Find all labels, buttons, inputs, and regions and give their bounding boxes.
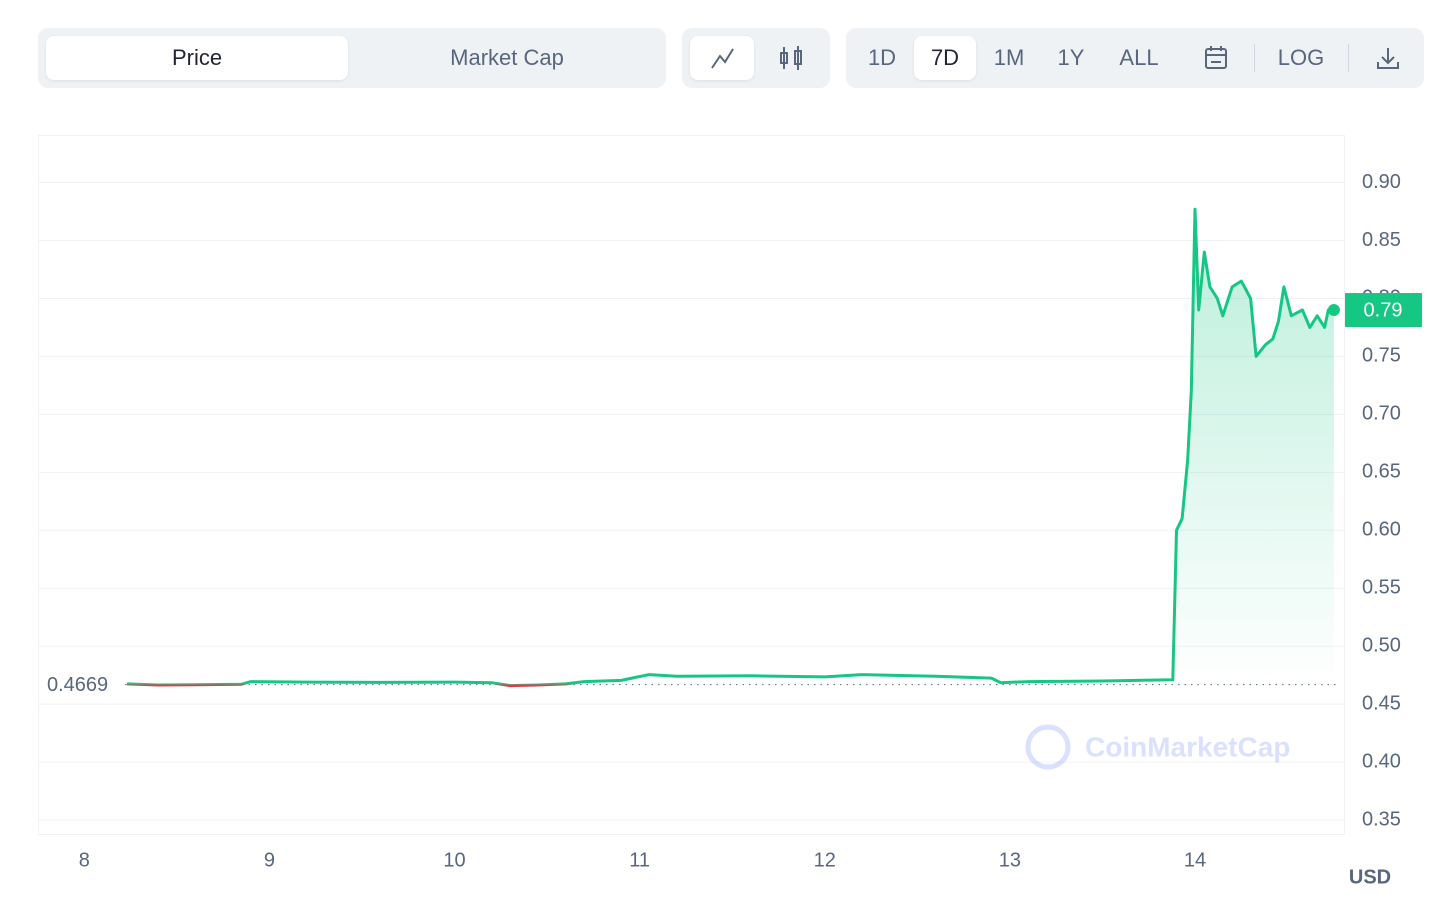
- current-price-tag: [1345, 293, 1422, 328]
- log-button[interactable]: LOG: [1277, 45, 1325, 70]
- candle-style-button[interactable]: [760, 36, 824, 80]
- separator: [1254, 44, 1255, 72]
- y-tick-label: 0.45: [1362, 692, 1401, 714]
- y-tick-label: 0.70: [1362, 403, 1401, 425]
- x-tick-label: 10: [443, 849, 465, 871]
- range-all[interactable]: ALL: [1119, 45, 1159, 70]
- separator: [1348, 44, 1349, 72]
- range-1m[interactable]: 1M: [993, 45, 1025, 70]
- price-line: [126, 207, 1334, 688]
- x-tick-label: 14: [1184, 849, 1206, 871]
- y-tick-label: 0.55: [1362, 577, 1401, 599]
- x-tick-label: 13: [999, 849, 1021, 871]
- candle-icon: [780, 46, 802, 70]
- watermark: CoinMarketCap: [1025, 724, 1290, 770]
- y-tick-label: 0.85: [1362, 229, 1401, 251]
- price-area: [126, 209, 1334, 686]
- market-cap-tab[interactable]: Market Cap: [450, 45, 564, 70]
- last-point: [1327, 304, 1340, 317]
- price-tab[interactable]: Price: [46, 36, 348, 80]
- y-tick-label: 0.75: [1362, 345, 1401, 367]
- line-style-button[interactable]: [690, 36, 754, 80]
- chart-style-tabs: [682, 28, 830, 88]
- line-icon: [711, 48, 734, 69]
- watermark-logo: [1025, 724, 1071, 770]
- y-tick-label: 0.65: [1362, 461, 1401, 483]
- download-icon: [1377, 48, 1399, 69]
- y-tick-label: 0.60: [1362, 519, 1401, 541]
- range-1d[interactable]: 1D: [867, 45, 897, 70]
- y-tick-label: 0.50: [1362, 634, 1401, 656]
- range-tabs: 1D 7D 1M 1Y ALL LOG: [846, 28, 1424, 88]
- x-tick-label: 9: [264, 849, 275, 871]
- plot-frame: [38, 135, 1345, 835]
- currency-label: USD: [1349, 866, 1391, 888]
- x-tick-label: 12: [814, 849, 836, 871]
- y-tick-label: 0.80: [1362, 287, 1401, 309]
- download-button[interactable]: [1362, 36, 1414, 80]
- range-1y[interactable]: 1Y: [1057, 45, 1085, 70]
- watermark-text: CoinMarketCap: [1085, 731, 1290, 762]
- y-tick-label: 0.40: [1362, 750, 1401, 772]
- y-tick-label: 0.90: [1362, 171, 1401, 193]
- x-tick-label: 11: [629, 849, 650, 871]
- calendar-icon: [1205, 46, 1227, 69]
- y-tick-label: 0.35: [1362, 808, 1401, 830]
- x-tick-label: 8: [79, 849, 90, 871]
- calendar-button[interactable]: [1186, 36, 1246, 80]
- range-7d[interactable]: 7D: [914, 36, 976, 80]
- current-price-label: 0.79: [1364, 299, 1403, 321]
- baseline-label: 0.4669: [47, 674, 108, 696]
- chart-mode-tabs: Price Market Cap: [38, 28, 666, 88]
